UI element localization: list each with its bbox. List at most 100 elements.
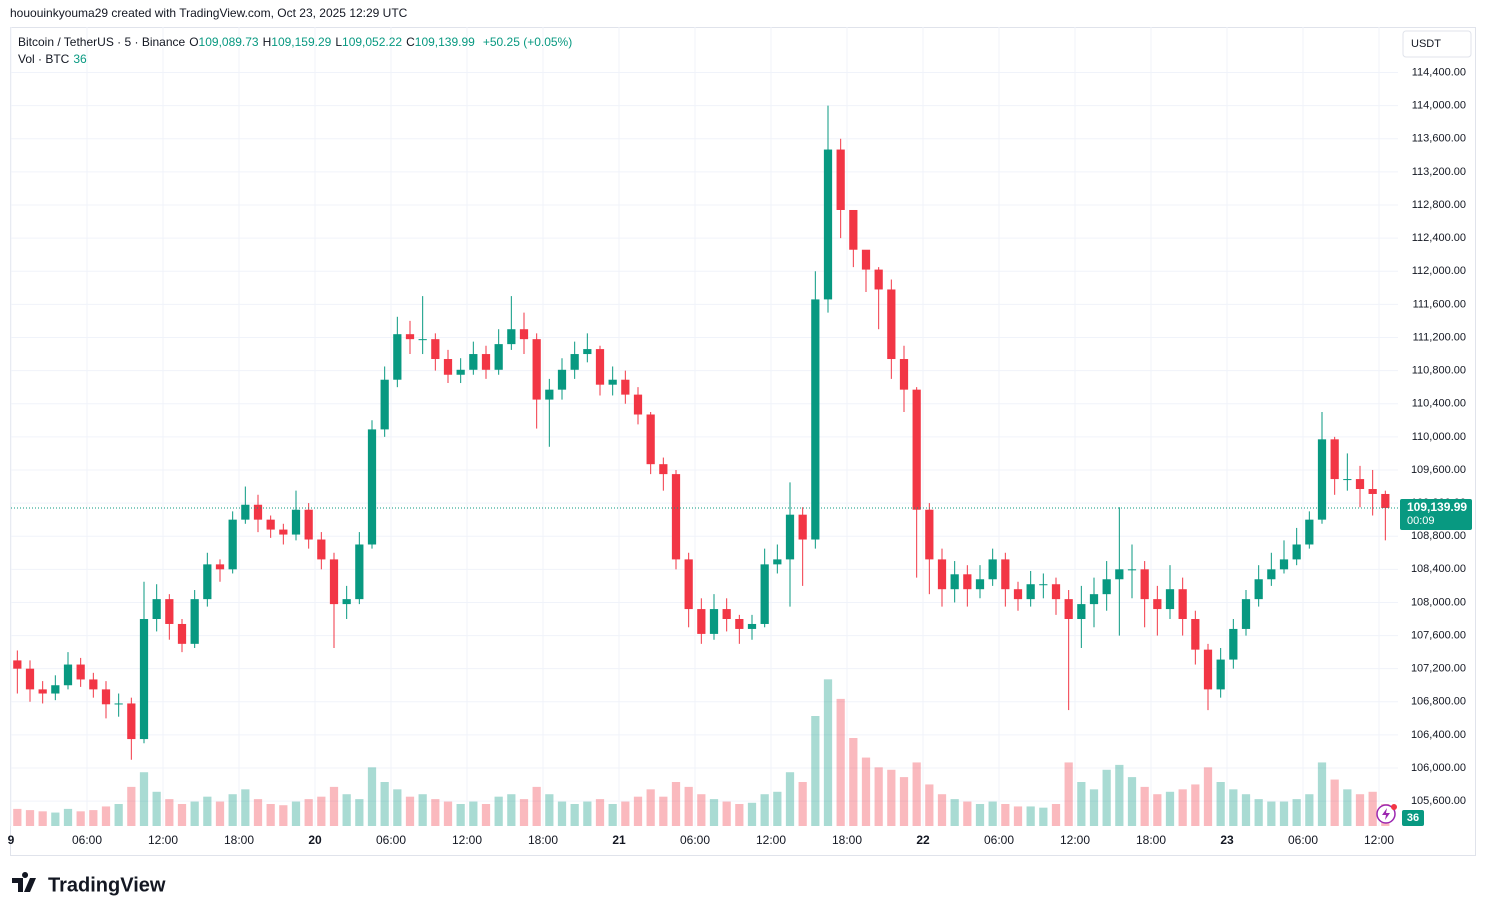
volume-bar — [152, 791, 161, 826]
volume-bar — [494, 796, 503, 826]
candle-body — [1229, 628, 1238, 660]
volume-bar — [899, 777, 909, 826]
candle-body — [76, 664, 85, 680]
y-tick-label: 107,600.00 — [1411, 629, 1466, 641]
volume-badge-value: 36 — [1407, 812, 1419, 824]
candle-body — [735, 619, 744, 629]
currency-button[interactable] — [1402, 30, 1472, 58]
volume-bar — [266, 804, 275, 826]
volume-bar — [621, 801, 630, 826]
candle-body — [798, 514, 807, 540]
candle-body — [25, 668, 35, 690]
volume-legend: Vol · BTC 36 — [18, 51, 576, 68]
volume-bar — [697, 794, 706, 826]
candle-body — [1203, 649, 1213, 690]
volume-bar — [253, 799, 263, 826]
volume-bar — [1368, 791, 1377, 826]
change: +50.25 (+0.05%) — [482, 35, 573, 49]
x-tick-label: 18:00 — [832, 833, 862, 847]
volume-value: 36 — [73, 52, 87, 66]
volume-bar — [1102, 769, 1111, 826]
candle-body — [1330, 439, 1339, 480]
axes: 105,600.00 106,000.00 106,400.00 106,800.00… — [8, 66, 1472, 847]
candle-body — [1064, 599, 1073, 620]
candle-body — [1013, 589, 1023, 600]
candle-body — [1077, 604, 1086, 620]
candle-body — [1153, 599, 1162, 610]
candle-body — [963, 574, 972, 590]
candle-body — [849, 209, 858, 250]
volume-bar — [456, 804, 465, 826]
candle-body — [950, 574, 959, 590]
candle-body — [393, 334, 402, 380]
volume-bar — [507, 794, 516, 826]
logo-text: TradingView — [48, 874, 166, 896]
y-tick-label: 114,000.00 — [1412, 100, 1466, 112]
volume-bar — [760, 794, 769, 826]
volume-bar — [633, 796, 643, 826]
volume-bar — [747, 802, 757, 826]
ohlc: O109,089.73 H109,159.29 L109,052.22 C109,13… — [189, 35, 479, 49]
volume-bar — [785, 772, 795, 826]
y-tick-label: 105,600.00 — [1411, 795, 1466, 807]
volume-bar — [950, 799, 959, 826]
candle-body — [621, 379, 630, 395]
volume-bar — [608, 804, 617, 826]
candle-body — [899, 359, 909, 390]
volume-bar — [1178, 789, 1187, 826]
candle-body — [443, 359, 453, 375]
candle-body — [1165, 589, 1175, 610]
candle-body — [519, 329, 529, 340]
volume-bar — [988, 801, 997, 826]
x-tick-label: 06:00 — [376, 833, 406, 847]
volume-bar — [1292, 799, 1301, 826]
candle-body — [747, 623, 757, 629]
volume-bar — [595, 799, 605, 826]
volume-bar — [1039, 807, 1048, 826]
candle-body — [165, 599, 174, 624]
volume-bar — [1317, 762, 1327, 826]
volume-bar — [101, 806, 111, 826]
ohlc-key: L — [335, 35, 343, 49]
candle-body — [253, 504, 263, 520]
candle-body — [152, 599, 161, 620]
volume-bar — [139, 772, 149, 826]
candle-body — [481, 354, 491, 370]
candle-body — [405, 334, 415, 340]
x-tick-label: 21 — [612, 833, 626, 847]
volume-bar — [215, 801, 225, 826]
candle-body — [709, 609, 719, 634]
volume-bar — [912, 762, 921, 826]
y-tick-label: 109,600.00 — [1411, 464, 1466, 476]
y-tick-label: 112,400.00 — [1412, 232, 1466, 244]
volume-bar — [114, 804, 123, 826]
y-tick-label: 108,400.00 — [1411, 563, 1466, 575]
candle-body — [317, 539, 326, 560]
candle-body — [241, 504, 250, 520]
ohlc-value: 109,089.73 — [198, 35, 259, 49]
volume-bar — [570, 804, 579, 826]
volume-bar — [1153, 794, 1162, 826]
x-tick-label: 12:00 — [1060, 833, 1090, 847]
volume-bar — [89, 810, 98, 826]
volume-bar — [203, 796, 212, 826]
volume-bar — [798, 782, 807, 826]
candle-body — [1267, 569, 1276, 580]
volume-bar — [1115, 764, 1124, 826]
candle-body — [114, 703, 123, 705]
ohlc-value: 109,052.22 — [342, 35, 403, 49]
candle-body — [1178, 589, 1187, 620]
volume-badge — [1402, 810, 1424, 826]
y-tick-label: 110,000.00 — [1412, 431, 1466, 443]
volume-bar — [1140, 786, 1149, 826]
volume-bar — [1013, 806, 1023, 826]
y-tick-label: 111,200.00 — [1413, 331, 1466, 343]
candle-body — [823, 149, 833, 300]
candle-body — [811, 299, 820, 540]
countdown: 00:09 — [1407, 515, 1435, 527]
candle-body — [228, 519, 237, 570]
volume-bar — [1203, 767, 1213, 826]
volume-bar — [722, 801, 731, 826]
